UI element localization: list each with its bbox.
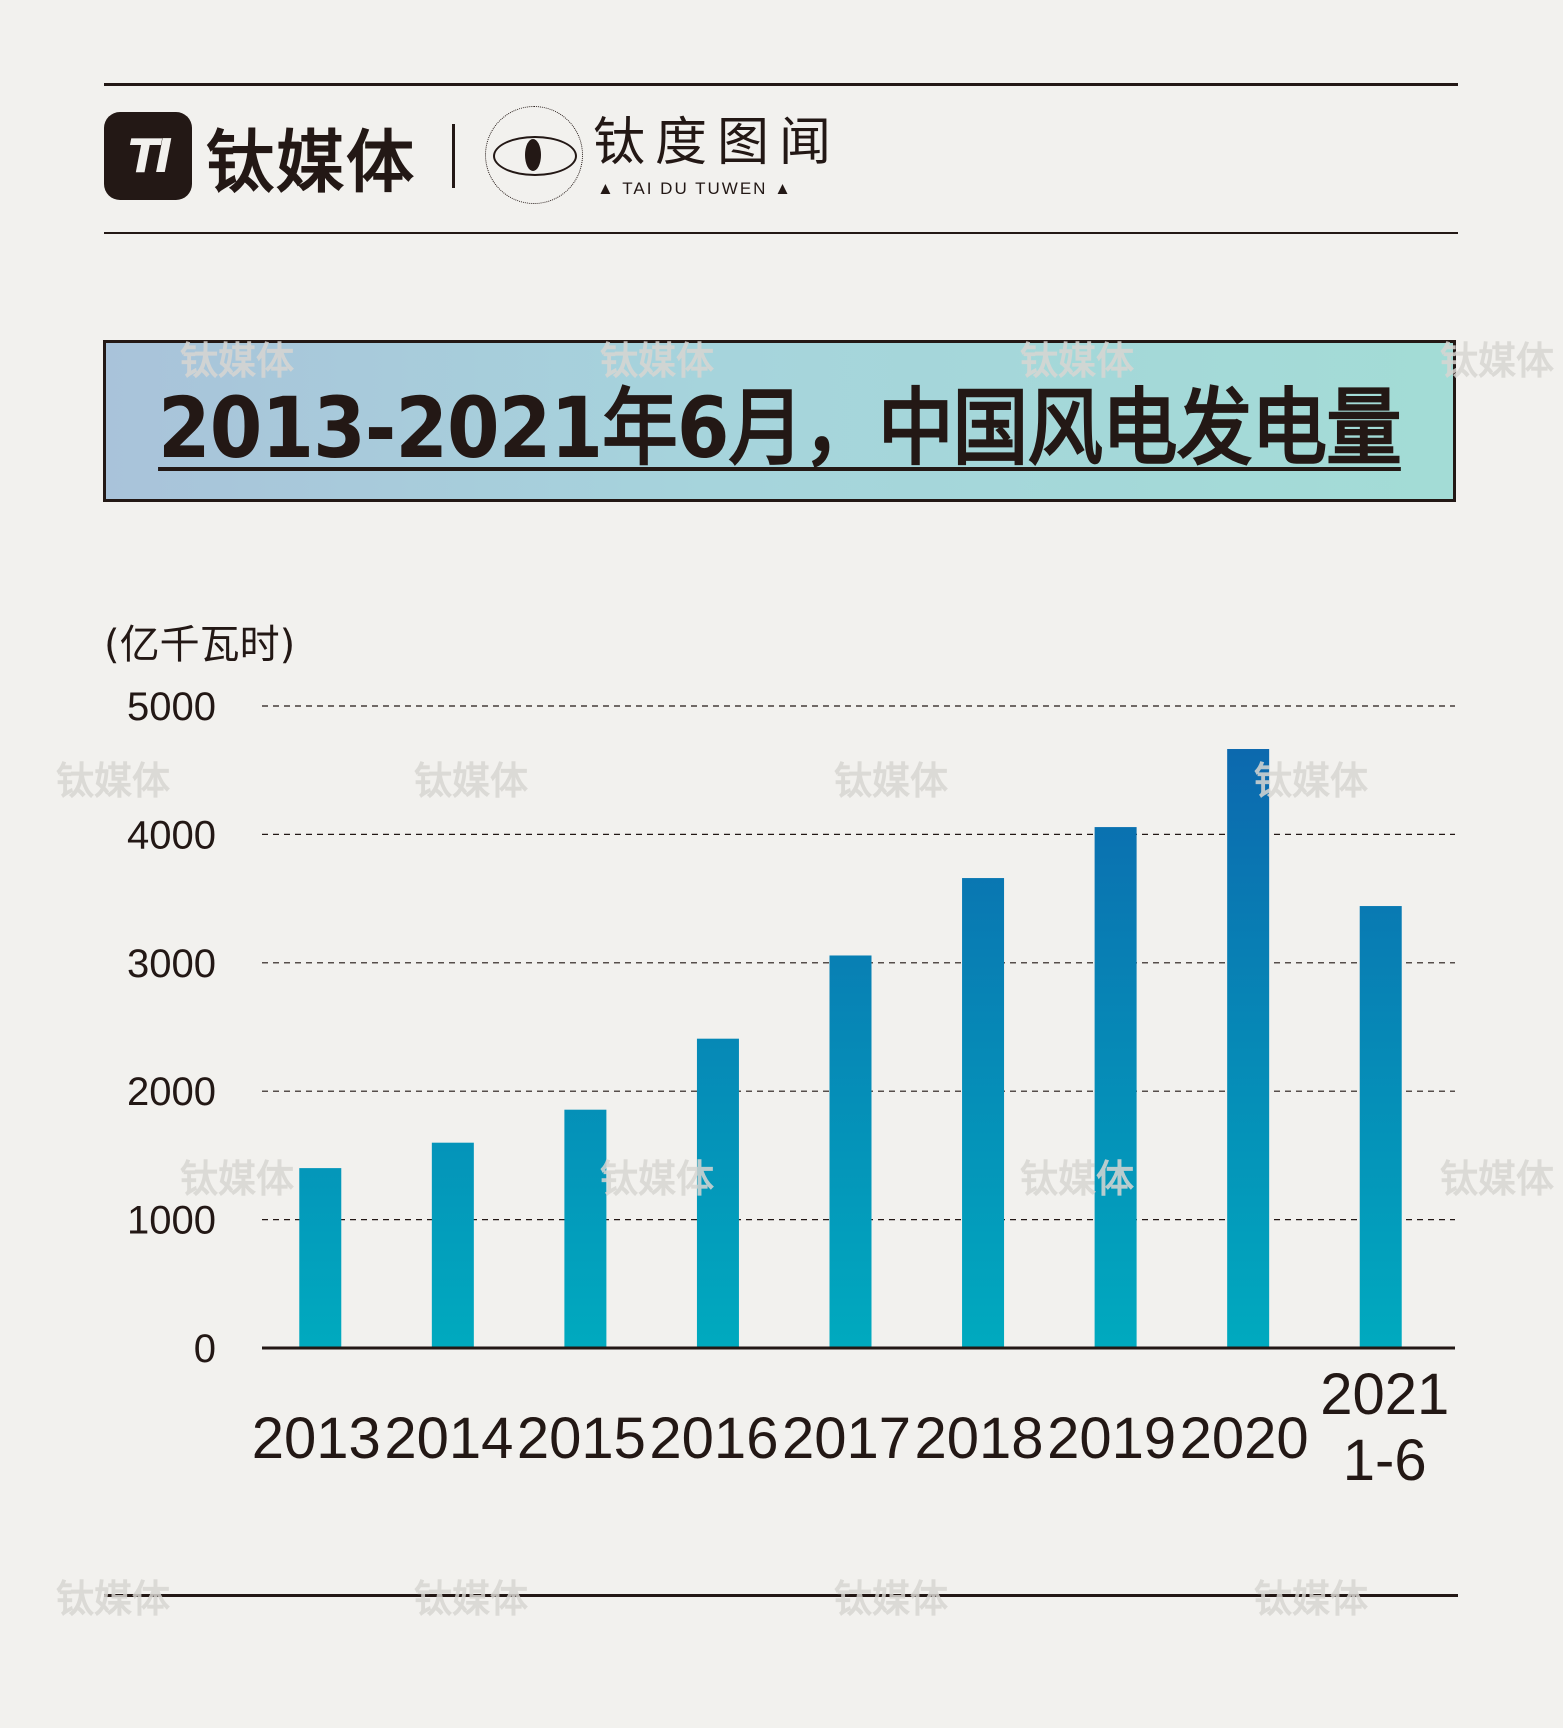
top-rule xyxy=(104,83,1458,86)
x-tick-label: 2019 xyxy=(1047,1406,1176,1471)
y-tick-label: 4000 xyxy=(127,813,216,857)
y-tick-label: 3000 xyxy=(127,942,216,986)
bar-2020 xyxy=(1227,749,1270,1348)
x-tick-label: 2017 xyxy=(782,1406,911,1471)
y-tick-label: 1000 xyxy=(127,1199,216,1243)
bar-2016 xyxy=(696,1038,739,1348)
y-axis-unit-label: (亿千瓦时) xyxy=(104,622,296,668)
x-tick-label: 2021 1-6 xyxy=(1320,1362,1449,1493)
x-tick-label: 2014 xyxy=(384,1406,513,1471)
y-tick-label: 0 xyxy=(194,1327,216,1371)
brand-header: TI 钛媒体 钛度图闻 ▲ TAI DU TUWEN ▲ xyxy=(104,106,841,204)
bar-2015 xyxy=(564,1109,607,1348)
bar-2021-h1 xyxy=(1359,906,1402,1348)
sub-brand-en: ▲ TAI DU TUWEN ▲ xyxy=(597,179,794,198)
chart-title: 2013-2021年6月，中国风电发电量 xyxy=(158,378,1402,477)
header-rule xyxy=(104,232,1458,234)
x-tick-label: 2013 xyxy=(252,1406,381,1471)
bar-2019 xyxy=(1094,827,1137,1348)
x-tick-label: 2016 xyxy=(649,1406,778,1471)
bar-2017 xyxy=(829,955,872,1348)
tmtpost-logo-icon: TI xyxy=(104,112,192,200)
eye-logo-icon xyxy=(485,106,585,206)
title-banner: 2013-2021年6月，中国风电发电量 xyxy=(103,340,1456,502)
bottom-rule xyxy=(104,1594,1458,1597)
bar-2013 xyxy=(299,1168,342,1348)
watermark: 钛媒体 xyxy=(1440,339,1555,383)
x-tick-label: 2020 xyxy=(1180,1406,1309,1471)
sub-brand: 钛度图闻 ▲ TAI DU TUWEN ▲ xyxy=(593,113,841,199)
bar-2014 xyxy=(431,1142,474,1348)
brand-name: 钛媒体 xyxy=(206,123,417,203)
bar-2018 xyxy=(962,878,1005,1348)
x-tick-label: 2018 xyxy=(915,1406,1044,1471)
sub-brand-cn: 钛度图闻 xyxy=(593,113,842,173)
x-tick-label: 2015 xyxy=(517,1406,646,1471)
y-tick-label: 2000 xyxy=(127,1070,216,1114)
brand-divider xyxy=(452,124,456,188)
y-tick-label: 5000 xyxy=(127,685,216,729)
